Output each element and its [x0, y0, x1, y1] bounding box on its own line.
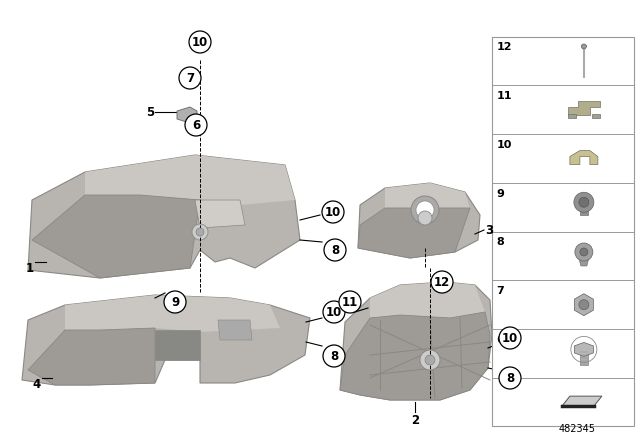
Circle shape [189, 31, 211, 53]
Text: 3: 3 [485, 224, 493, 237]
Text: 4: 4 [33, 378, 41, 391]
Circle shape [420, 350, 440, 370]
Text: 8: 8 [506, 371, 514, 384]
Circle shape [164, 291, 186, 313]
Polygon shape [155, 330, 200, 360]
Polygon shape [370, 282, 485, 318]
Polygon shape [177, 107, 197, 123]
Text: 11: 11 [342, 296, 358, 309]
Circle shape [579, 300, 589, 310]
Polygon shape [580, 202, 588, 215]
Polygon shape [340, 312, 490, 400]
Polygon shape [28, 328, 155, 385]
Text: 6: 6 [497, 335, 504, 345]
Circle shape [179, 67, 201, 89]
Circle shape [575, 243, 593, 261]
Polygon shape [570, 151, 598, 164]
Text: 10: 10 [326, 306, 342, 319]
Polygon shape [195, 200, 245, 228]
Circle shape [431, 271, 453, 293]
Circle shape [574, 192, 594, 212]
Polygon shape [218, 320, 252, 340]
Text: 10: 10 [192, 35, 208, 48]
Polygon shape [340, 282, 492, 400]
Text: 482345: 482345 [559, 424, 596, 434]
Circle shape [579, 197, 589, 207]
Circle shape [339, 291, 361, 313]
Polygon shape [568, 114, 576, 118]
Polygon shape [358, 183, 480, 258]
Circle shape [322, 201, 344, 223]
Circle shape [324, 239, 346, 261]
Polygon shape [85, 155, 295, 205]
Polygon shape [28, 155, 300, 278]
Text: 10: 10 [502, 332, 518, 345]
Circle shape [323, 301, 345, 323]
Circle shape [411, 196, 439, 224]
Text: 9: 9 [171, 296, 179, 309]
Polygon shape [579, 258, 589, 266]
Polygon shape [568, 101, 600, 115]
Circle shape [192, 224, 208, 240]
Text: 7: 7 [497, 286, 504, 296]
Text: 5: 5 [146, 105, 154, 119]
Text: 11: 11 [497, 91, 512, 101]
Text: 6: 6 [192, 119, 200, 132]
Circle shape [323, 345, 345, 367]
Polygon shape [574, 294, 593, 316]
Polygon shape [22, 295, 310, 385]
Circle shape [581, 44, 586, 49]
Polygon shape [65, 295, 280, 332]
Circle shape [499, 367, 521, 389]
Polygon shape [32, 195, 200, 278]
Circle shape [185, 114, 207, 136]
Polygon shape [580, 349, 588, 366]
Polygon shape [385, 183, 470, 208]
Circle shape [418, 211, 432, 225]
Text: 7: 7 [186, 72, 194, 85]
Text: 12: 12 [497, 43, 512, 52]
Polygon shape [592, 114, 600, 118]
Text: 2: 2 [411, 414, 419, 426]
Polygon shape [574, 342, 593, 357]
Circle shape [499, 327, 521, 349]
Circle shape [416, 201, 434, 219]
Text: 8: 8 [330, 349, 338, 362]
FancyBboxPatch shape [492, 37, 634, 426]
Circle shape [196, 228, 204, 236]
Text: 10: 10 [325, 206, 341, 219]
Text: 8: 8 [497, 237, 504, 247]
Text: 8: 8 [331, 244, 339, 257]
Polygon shape [562, 396, 602, 406]
Circle shape [580, 248, 588, 256]
Text: 12: 12 [434, 276, 450, 289]
Polygon shape [358, 208, 470, 258]
Circle shape [425, 355, 435, 365]
Text: 1: 1 [26, 262, 34, 275]
Text: 10: 10 [497, 140, 512, 150]
Text: 9: 9 [497, 189, 504, 198]
